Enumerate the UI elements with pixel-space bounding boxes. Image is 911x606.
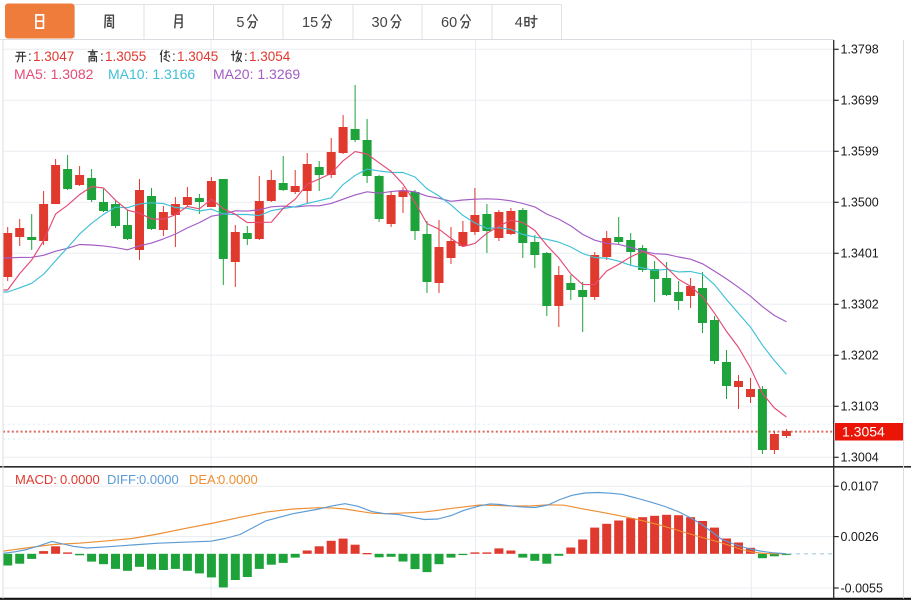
svg-text:15: 15: [302, 15, 318, 31]
svg-text:1.3500: 1.3500: [841, 196, 879, 210]
svg-text::: :: [172, 49, 176, 64]
svg-text:MACD:: MACD:: [15, 472, 57, 487]
svg-text:1.3699: 1.3699: [841, 94, 879, 108]
svg-text:DIFF:: DIFF:: [107, 472, 140, 487]
svg-text:-0.0055: -0.0055: [841, 581, 883, 595]
svg-text:1.3054: 1.3054: [842, 424, 885, 440]
svg-text:1.3401: 1.3401: [841, 247, 879, 261]
svg-text::: :: [100, 49, 104, 64]
svg-text:0.0026: 0.0026: [841, 530, 879, 544]
svg-text:MA5: 1.3082: MA5: 1.3082: [14, 66, 94, 82]
svg-text::: :: [28, 49, 32, 64]
svg-text:1.3054: 1.3054: [249, 49, 291, 64]
svg-text:1.3055: 1.3055: [105, 49, 146, 64]
svg-text:0.0000: 0.0000: [218, 472, 258, 487]
svg-text::: :: [244, 49, 248, 64]
svg-text:1.3302: 1.3302: [841, 298, 879, 312]
svg-text:1.3004: 1.3004: [841, 451, 879, 465]
svg-text:MA20: 1.3269: MA20: 1.3269: [213, 66, 300, 82]
svg-text:0.0000: 0.0000: [60, 472, 100, 487]
svg-text:30: 30: [372, 15, 388, 31]
svg-text:MA10: 1.3166: MA10: 1.3166: [108, 66, 195, 82]
svg-text:1.3045: 1.3045: [177, 49, 218, 64]
svg-text:60: 60: [441, 15, 457, 31]
svg-text:5: 5: [236, 15, 244, 31]
svg-text:DEA:: DEA:: [189, 472, 219, 487]
svg-text:0.0000: 0.0000: [139, 472, 179, 487]
svg-text:1.3202: 1.3202: [841, 349, 879, 363]
svg-text:1.3103: 1.3103: [841, 400, 879, 414]
svg-text:0.0107: 0.0107: [841, 480, 879, 494]
svg-text:1.3798: 1.3798: [841, 43, 879, 57]
svg-text:4: 4: [515, 15, 523, 31]
svg-text:1.3599: 1.3599: [841, 145, 879, 159]
svg-text:1.3047: 1.3047: [33, 49, 74, 64]
